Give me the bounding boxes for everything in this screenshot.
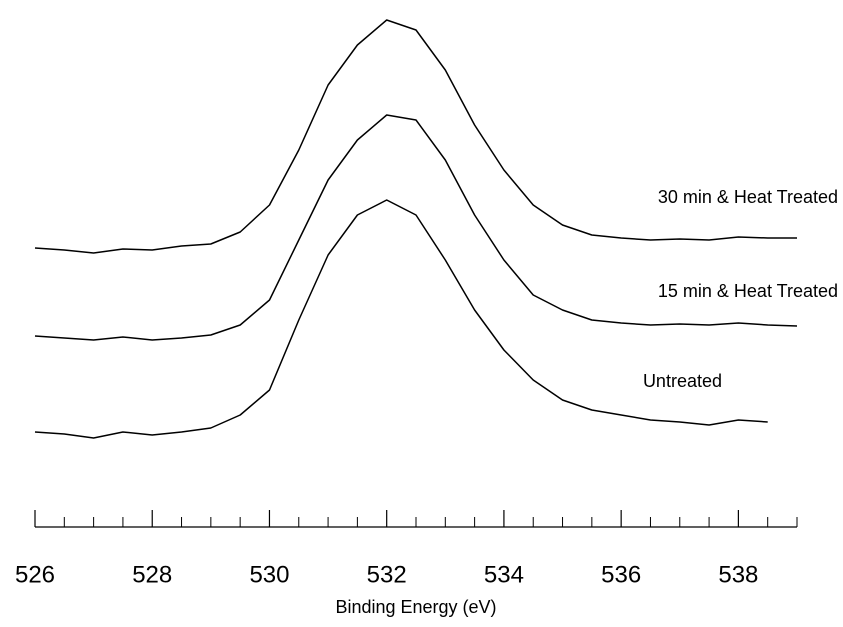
series-line: [34, 199, 768, 439]
x-axis-title: Binding Energy (eV): [335, 597, 496, 617]
series-label: 15 min & Heat Treated: [658, 281, 838, 301]
x-tick-label: 526: [15, 561, 55, 588]
x-tick-label: 538: [718, 561, 758, 588]
x-tick-label: 530: [249, 561, 289, 588]
series-line: [34, 19, 797, 254]
x-tick-label: 534: [484, 561, 524, 588]
series-label: Untreated: [643, 371, 722, 391]
series-label: 30 min & Heat Treated: [658, 187, 838, 207]
x-tick-label: 528: [132, 561, 172, 588]
series-line: [34, 114, 798, 341]
x-tick-label: 536: [601, 561, 641, 588]
x-tick-label: 532: [367, 561, 407, 588]
